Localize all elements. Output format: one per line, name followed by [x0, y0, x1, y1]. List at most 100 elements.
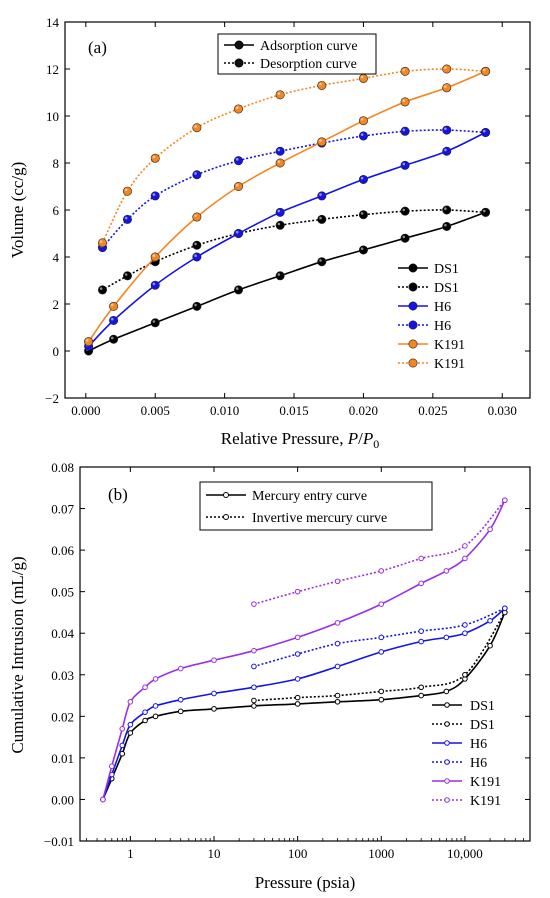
data-point-highlight [277, 222, 281, 226]
data-point [234, 104, 244, 114]
data-point-highlight [444, 127, 447, 131]
data-point [462, 555, 468, 562]
data-point [84, 337, 94, 347]
data-point-highlight [319, 259, 322, 262]
data-point [400, 233, 410, 243]
data-point [234, 156, 244, 166]
data-point [192, 170, 202, 180]
panel-a-xlabel-main: Relative Pressure, [221, 429, 348, 448]
legend-marker-DS1 [444, 721, 450, 727]
data-point [192, 252, 202, 262]
x-tick-label: 0.000 [71, 403, 100, 418]
series-line-K191-entry [102, 499, 506, 800]
data-point-highlight [110, 303, 114, 307]
panel-b-xlabel: Pressure (psia) [255, 873, 356, 892]
data-point [378, 634, 385, 641]
data-point-highlight [444, 85, 447, 88]
data-point-highlight [360, 118, 364, 121]
data-point-highlight [319, 193, 322, 196]
data-point [152, 703, 159, 709]
data-point [358, 116, 368, 126]
data-point [275, 271, 285, 281]
panel-b-top-legend-box [199, 481, 433, 531]
data-point [334, 640, 341, 647]
data-point [400, 126, 410, 136]
panel-a-xlabel-p1: P [347, 429, 358, 448]
data-point [487, 617, 493, 624]
y-tick-label: 8 [53, 156, 60, 171]
data-point-highlight [152, 155, 156, 159]
series-line-H6-adsorption [88, 131, 486, 347]
y-tick-label: 4 [53, 250, 60, 265]
data-point [192, 240, 202, 250]
data-point-highlight [402, 208, 406, 212]
data-point [487, 642, 493, 649]
y-tick-label: 0.04 [51, 626, 74, 641]
data-point [442, 205, 452, 215]
y-tick-label: −2 [45, 391, 59, 406]
data-point-highlight [194, 172, 197, 175]
b-legend-label-3: H6 [470, 756, 487, 771]
data-point-highlight [402, 68, 406, 72]
data-point [418, 628, 424, 634]
y-tick-label: 0.01 [51, 751, 74, 766]
data-point [462, 671, 468, 678]
panel-a-top-legend: Adsorption curve Desorption curve [217, 33, 377, 75]
data-point-highlight [482, 68, 486, 72]
data-point [122, 271, 132, 281]
data-point-highlight [235, 287, 239, 290]
data-point [150, 252, 160, 262]
data-point [317, 80, 327, 90]
data-point [275, 90, 285, 100]
data-point-highlight [85, 339, 89, 342]
data-point-highlight [277, 160, 281, 163]
data-point [192, 301, 202, 311]
panel-a-series [84, 64, 491, 368]
x-tick-label: 0.015 [279, 403, 308, 418]
data-point [211, 690, 217, 697]
legend-entry-label: Mercury entry curve [252, 489, 367, 504]
data-point [442, 64, 452, 74]
data-point-highlight [235, 183, 239, 187]
b-legend-label-0: DS1 [470, 699, 495, 714]
data-point [234, 229, 244, 239]
data-point [502, 605, 508, 612]
data-point [481, 207, 491, 217]
legend-marker-H6 [408, 301, 418, 311]
data-point [334, 663, 341, 670]
y-tick-label: 0.08 [51, 460, 74, 475]
data-point [109, 334, 119, 344]
data-point [400, 97, 410, 107]
data-point [317, 191, 327, 201]
data-point [109, 763, 115, 770]
data-point-highlight [99, 287, 103, 290]
data-point [251, 697, 257, 704]
x-tick-label: 0.030 [488, 403, 517, 418]
data-point [334, 698, 341, 705]
b-legend-label-5: K191 [470, 794, 501, 809]
y-tick-label: 0.06 [51, 543, 74, 558]
data-point [142, 684, 148, 691]
data-point [462, 543, 468, 549]
data-point [251, 663, 257, 670]
legend-marker-K191 [444, 797, 450, 803]
data-point-highlight [124, 188, 128, 192]
data-point [442, 146, 452, 156]
data-point-highlight [360, 247, 364, 250]
data-point-highlight [235, 230, 239, 234]
data-point [442, 221, 452, 231]
data-point-highlight [402, 128, 406, 132]
b-legend-label-1: DS1 [470, 718, 495, 733]
legend-marker-H6 [408, 320, 418, 330]
data-point-highlight [444, 148, 447, 152]
data-point [317, 137, 327, 147]
data-point-highlight [124, 273, 128, 276]
series-line-K191-desorption [101, 68, 486, 244]
data-point [192, 212, 202, 222]
data-point-highlight [444, 66, 447, 69]
data-point [317, 257, 327, 267]
data-point [481, 127, 491, 137]
data-point [119, 726, 126, 732]
data-point-highlight [360, 212, 364, 215]
